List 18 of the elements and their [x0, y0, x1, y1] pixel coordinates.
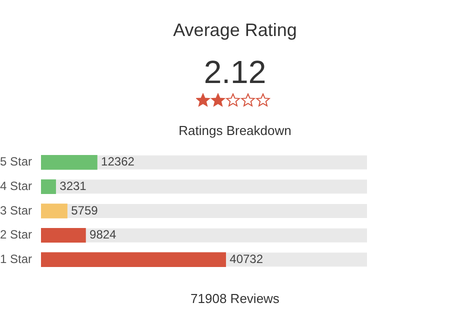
data-label: 40732: [230, 252, 264, 266]
y-tick-label: 5 Star: [0, 154, 32, 169]
chart-title: Average Rating: [172, 20, 298, 41]
text: 71908 Reviews: [190, 291, 280, 306]
data-label: 5759: [71, 203, 98, 218]
bar: [41, 228, 86, 243]
data-label: 9824: [90, 228, 117, 242]
y-tick-label: 2 Star: [0, 228, 32, 242]
data-label: 12362: [101, 154, 135, 169]
bar: [41, 204, 68, 218]
y-tick-label: 1 Star: [0, 252, 32, 266]
y-tick-label: 4 Star: [0, 178, 32, 193]
chart-subtitle: 2.12: [202, 54, 268, 91]
bar: [41, 155, 98, 170]
text: Ratings Breakdown: [178, 123, 292, 138]
data-label: 3231: [60, 178, 87, 193]
bar: [41, 179, 56, 194]
y-tick-label: 3 Star: [0, 203, 32, 218]
